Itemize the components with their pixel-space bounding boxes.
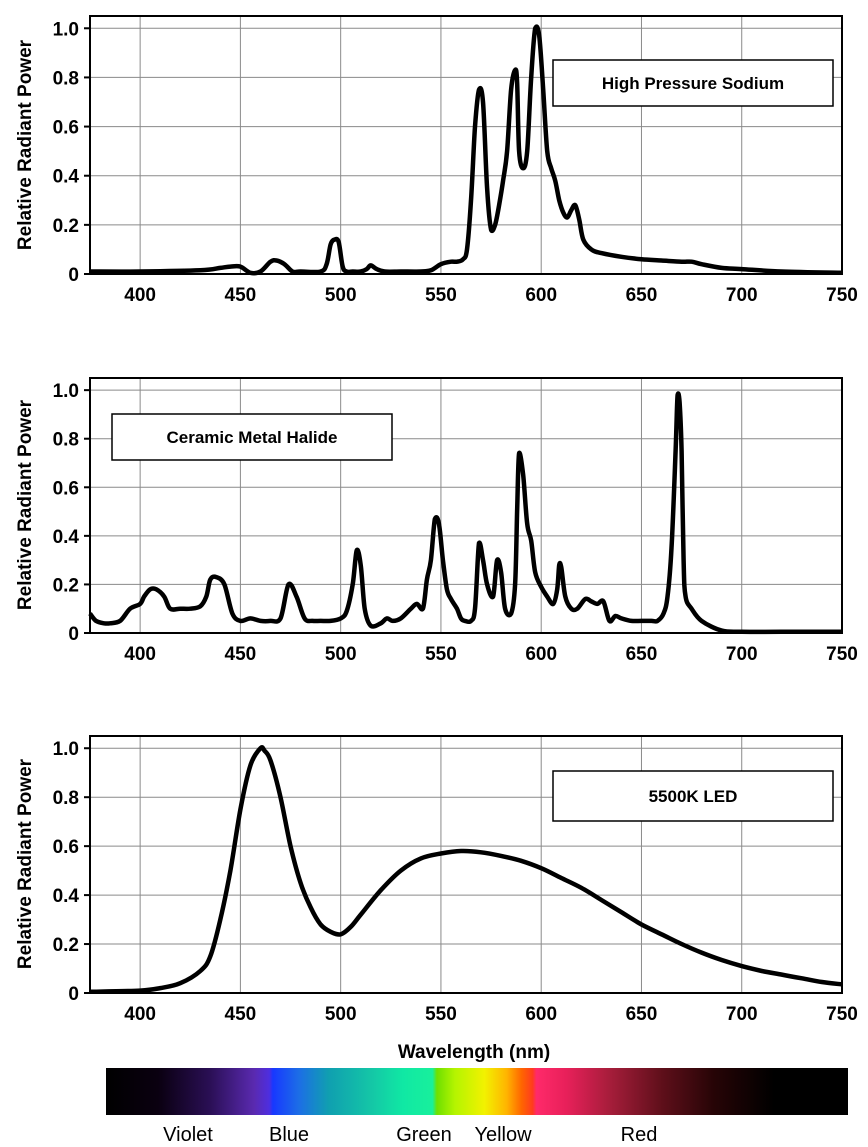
x-tick-label: 400	[124, 285, 156, 306]
y-tick-label: 0.6	[53, 118, 79, 139]
x-tick-label: 700	[726, 644, 758, 665]
spectrum-band: Violet Blue Green Yellow Red	[106, 1068, 848, 1146]
x-tick-label: 600	[525, 644, 557, 665]
x-tick-label: 550	[425, 285, 457, 306]
y-tick-label: 0.4	[53, 167, 80, 188]
grid-lines	[84, 16, 843, 275]
y-tick-label: 0.2	[53, 935, 79, 956]
band-label-green: Green	[396, 1124, 452, 1146]
x-tick-label: 650	[626, 285, 658, 306]
x-tick-label: 450	[225, 285, 257, 306]
x-tick-labels: 400 450 500 550 600 650 700 750	[124, 644, 858, 665]
y-tick-label: 1.0	[53, 19, 79, 40]
x-tick-label: 600	[525, 285, 557, 306]
legend-box	[552, 59, 834, 107]
x-tick-label: 550	[425, 644, 457, 665]
x-axis-label: Wavelength (nm)	[398, 1042, 550, 1063]
x-tick-label: 700	[726, 1004, 758, 1025]
legend-box	[552, 770, 834, 822]
spectrum-gradient-bar	[106, 1068, 848, 1115]
y-tick-label: 0	[68, 265, 79, 286]
x-tick-label: 450	[225, 1004, 257, 1025]
spectrum-line	[89, 745, 843, 995]
x-tick-label: 600	[525, 1004, 557, 1025]
y-tick-label: 0.4	[53, 527, 80, 548]
band-label-violet: Violet	[163, 1124, 213, 1146]
spectrum-line	[88, 391, 842, 635]
x-tick-label: 650	[626, 1004, 658, 1025]
y-tick-label: 1.0	[53, 381, 79, 402]
y-tick-labels: 0 0.2 0.4 0.6 0.8 1.0	[53, 381, 80, 645]
y-axis-label: Relative Radiant Power	[15, 39, 36, 250]
x-tick-label: 750	[826, 644, 858, 665]
y-tick-label: 0	[68, 984, 79, 1005]
legend-label: High Pressure Sodium	[602, 74, 784, 93]
x-tick-label: 550	[425, 1004, 457, 1025]
panel-5500k-led: 0 0.2 0.4 0.6 0.8 1.0 400 450 500 550 600 650 700 75…	[15, 735, 858, 1063]
y-tick-label: 0.6	[53, 837, 79, 858]
y-axis-label: Relative Radiant Power	[15, 758, 36, 969]
legend-label: Ceramic Metal Halide	[166, 428, 337, 447]
x-tick-label: 750	[826, 285, 858, 306]
panel-high-pressure-sodium: 0 0.2 0.4 0.6 0.8 1.0 400 450 500 550 600 650 700 75…	[15, 15, 858, 306]
x-tick-label: 500	[325, 644, 357, 665]
legend-label: 5500K LED	[649, 787, 738, 806]
y-axis-label: Relative Radiant Power	[15, 399, 36, 610]
x-tick-labels: 400 450 500 550 600 650 700 750	[124, 285, 858, 306]
y-tick-label: 0.2	[53, 575, 79, 596]
y-tick-label: 0.4	[53, 886, 80, 907]
x-tick-label: 650	[626, 644, 658, 665]
plot-frame	[89, 735, 843, 994]
y-tick-labels: 0 0.2 0.4 0.6 0.8 1.0	[53, 19, 80, 286]
y-tick-label: 0.8	[53, 788, 79, 809]
y-tick-label: 0.2	[53, 216, 79, 237]
y-tick-label: 0.6	[53, 478, 79, 499]
y-tick-labels: 0 0.2 0.4 0.6 0.8 1.0	[53, 739, 80, 1005]
band-label-blue: Blue	[269, 1124, 309, 1146]
plot-frame	[89, 377, 843, 634]
spectrum-line	[89, 24, 843, 276]
x-tick-label: 450	[225, 644, 257, 665]
band-label-yellow: Yellow	[474, 1124, 532, 1146]
x-tick-label: 750	[826, 1004, 858, 1025]
x-tick-label: 400	[124, 644, 156, 665]
x-tick-label: 500	[325, 1004, 357, 1025]
x-tick-label: 500	[325, 285, 357, 306]
x-tick-label: 700	[726, 285, 758, 306]
y-tick-label: 0.8	[53, 430, 79, 451]
x-tick-labels: 400 450 500 550 600 650 700 750	[124, 1004, 858, 1025]
plot-frame	[89, 15, 843, 275]
y-tick-label: 0	[68, 624, 79, 645]
y-tick-label: 0.8	[53, 68, 79, 89]
y-tick-label: 1.0	[53, 739, 79, 760]
band-label-red: Red	[621, 1124, 658, 1146]
legend-box	[111, 413, 393, 461]
x-tick-label: 400	[124, 1004, 156, 1025]
panel-ceramic-metal-halide: 0 0.2 0.4 0.6 0.8 1.0 400 450 500 550 600 650 700 75…	[15, 377, 858, 665]
